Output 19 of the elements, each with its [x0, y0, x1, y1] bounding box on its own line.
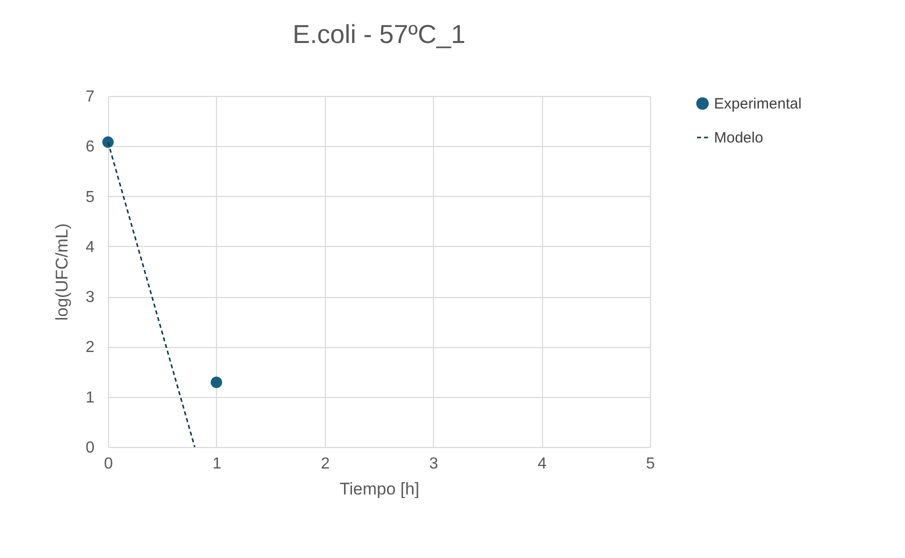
- x-tick-label: 5: [646, 456, 656, 472]
- y-tick-label: 4: [86, 238, 95, 256]
- legend-label: Modelo: [714, 130, 764, 146]
- y-axis-title: log(UFC/mL): [52, 223, 72, 321]
- x-tick-label: 4: [538, 456, 547, 472]
- y-tick-label: 2: [86, 339, 95, 356]
- y-tick-label: 6: [86, 138, 95, 156]
- y-tick-label: 7: [86, 88, 95, 106]
- y-tick-label: 5: [86, 188, 95, 206]
- x-tick-label: 0: [104, 456, 114, 472]
- y-tick-label: 3: [86, 289, 95, 306]
- x-axis-title: Tiempo [h]: [340, 480, 420, 498]
- y-tick-label: 0: [86, 440, 95, 456]
- legend-label: Experimental: [714, 96, 802, 112]
- x-tick-label: 3: [429, 456, 438, 472]
- chart-title: E.coli - 57ºC_1: [292, 19, 466, 49]
- x-tick-label: 1: [212, 456, 222, 472]
- x-tick-label: 2: [320, 456, 330, 472]
- y-tick-label: 1: [86, 389, 95, 406]
